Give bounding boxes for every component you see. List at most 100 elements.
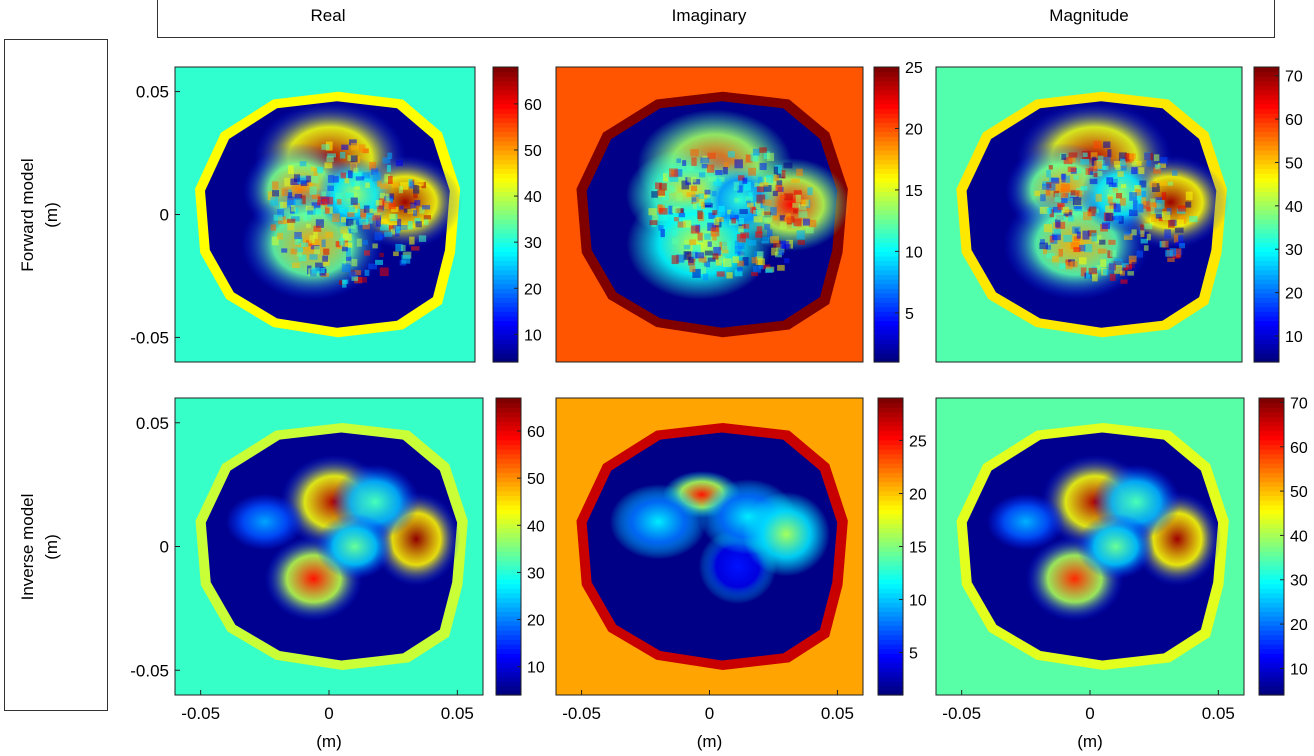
colorbar-segment	[878, 648, 903, 654]
speckle	[1113, 160, 1121, 168]
speckle	[715, 170, 723, 176]
colorbar-inverse-imaginary: 5 10 15 20 25	[877, 397, 927, 696]
speckle	[686, 165, 695, 171]
colorbar-segment	[874, 223, 899, 229]
speckle	[780, 240, 790, 249]
speckle	[783, 162, 793, 169]
colorbar-tick-label: 70	[1290, 395, 1308, 412]
speckle	[1060, 193, 1069, 200]
colorbar-segment	[496, 569, 521, 575]
speckle	[305, 205, 314, 211]
speckle	[342, 232, 352, 241]
speckle	[722, 166, 728, 175]
speckle	[1076, 168, 1082, 174]
colorbar-segment	[874, 242, 899, 248]
speckle	[347, 212, 355, 217]
speckle	[1046, 253, 1055, 259]
speckle	[683, 220, 692, 228]
speckle	[756, 226, 763, 234]
speckle	[673, 217, 679, 222]
speckle	[1091, 232, 1097, 242]
speckle	[1099, 239, 1106, 245]
colorbar-segment	[1259, 523, 1284, 529]
speckle	[1176, 219, 1184, 226]
speckle	[326, 196, 334, 205]
colorbar-segment	[878, 541, 903, 548]
speckle	[401, 254, 411, 264]
colorbar-tick-label: 50	[1290, 484, 1308, 501]
colorbar-segment	[1254, 182, 1279, 188]
colorbar-segment	[874, 325, 899, 331]
colorbar-segment	[496, 676, 521, 682]
speckle	[758, 264, 764, 270]
speckle	[315, 262, 324, 272]
colorbar-segment	[1254, 297, 1279, 303]
speckle	[371, 168, 379, 175]
speckle	[737, 251, 745, 256]
speckle	[1143, 245, 1149, 251]
speckle	[324, 162, 333, 169]
speckle	[1185, 191, 1193, 201]
colorbar-segment	[493, 205, 518, 211]
speckle	[1110, 250, 1117, 257]
speckle	[692, 200, 697, 210]
speckle	[375, 217, 381, 227]
colorbar-segment	[493, 136, 518, 142]
colorbar-segment	[1259, 583, 1284, 589]
speckle	[738, 225, 744, 233]
speckle	[667, 185, 675, 193]
colorbar-tick-label: 20	[527, 613, 545, 630]
colorbar-tick-label: 20	[1285, 286, 1303, 303]
colorbar-tick-label: 25	[905, 60, 923, 77]
speckle	[1083, 244, 1093, 253]
colorbar-segment	[496, 523, 521, 529]
speckle	[391, 206, 399, 213]
colorbar-segment	[1254, 242, 1279, 248]
colorbar-segment	[493, 329, 518, 335]
colorbar-segment	[878, 532, 903, 538]
y-tick-label: 0	[160, 538, 169, 557]
colorbar-segment	[496, 648, 521, 654]
speckle	[1161, 240, 1169, 248]
speckle	[1131, 167, 1138, 175]
colorbar-segment	[878, 481, 903, 487]
speckle	[711, 190, 717, 197]
colorbar-segment	[493, 265, 518, 271]
speckle	[411, 246, 420, 251]
speckle	[1117, 171, 1124, 177]
colorbar-segment	[1254, 200, 1279, 206]
speckle	[677, 221, 686, 228]
colorbar-forward-imaginary: 5 10 15 20 25	[873, 60, 923, 363]
colorbar-segment	[1254, 145, 1279, 151]
speckle	[1089, 178, 1098, 185]
colorbar-segment	[496, 643, 521, 650]
speckle	[1063, 212, 1072, 217]
speckle	[350, 224, 358, 233]
colorbar-segment	[493, 173, 518, 179]
speckle	[280, 201, 287, 208]
tissue-blob	[609, 484, 707, 560]
speckle	[718, 207, 726, 216]
speckle	[807, 187, 813, 196]
speckle	[1051, 177, 1060, 184]
speckle	[388, 202, 396, 210]
speckle	[801, 199, 809, 207]
speckle	[395, 243, 403, 252]
colorbar-segment	[874, 113, 899, 119]
speckle	[776, 243, 785, 253]
colorbar-segment	[493, 122, 518, 128]
colorbar-segment	[493, 90, 518, 96]
speckle	[761, 236, 770, 244]
speckle	[734, 159, 743, 169]
colorbar-segment	[878, 421, 903, 427]
speckle	[1103, 156, 1111, 166]
colorbar-segment	[1259, 476, 1284, 483]
colorbar-segment	[493, 113, 518, 119]
colorbar-segment	[496, 662, 521, 668]
colorbar-segment	[493, 348, 518, 354]
speckle	[690, 149, 699, 157]
speckle	[1088, 206, 1097, 214]
colorbar-tick-label: 50	[524, 143, 542, 160]
speckle	[716, 253, 723, 259]
colorbar-segment	[1254, 292, 1279, 299]
